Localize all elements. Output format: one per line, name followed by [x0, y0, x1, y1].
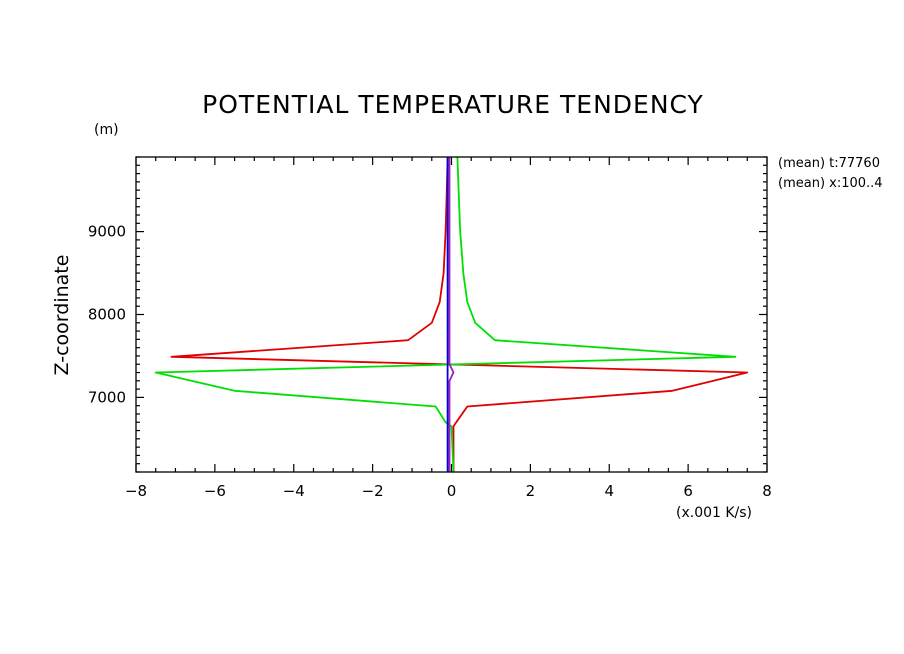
y-tick-label: 9000: [88, 223, 126, 241]
y-axis-label: Z-coordinate: [51, 255, 73, 376]
x-tick-label: 0: [447, 482, 457, 500]
y-tick-label: 8000: [88, 306, 126, 324]
y-tick-label: 7000: [88, 388, 126, 406]
series-line-2: [154, 156, 737, 473]
x-tick-label: −8: [125, 482, 147, 500]
annotation-x-mean: (mean) x:100..4: [778, 176, 883, 191]
x-tick-label: 6: [683, 482, 693, 500]
chart-title: POTENTIAL TEMPERATURE TENDENCY: [202, 90, 704, 119]
x-unit-label: (x.001 K/s): [676, 505, 752, 521]
x-tick-label: −6: [204, 482, 226, 500]
annotation-time-mean: (mean) t:77760: [778, 156, 880, 171]
series-line-1: [170, 156, 749, 472]
series-line-4: [448, 157, 455, 472]
x-tick-label: 2: [526, 482, 536, 500]
x-tick-label: −2: [362, 482, 384, 500]
x-tick-label: 8: [762, 482, 772, 500]
plot-frame: [135, 156, 768, 473]
tick-layer: −8 −6 −4 −2 0 2 4 6 8 7000 8000 9000: [88, 156, 772, 500]
x-tick-label: 4: [604, 482, 614, 500]
series-layer: [154, 156, 749, 473]
x-tick-label: −4: [283, 482, 305, 500]
y-unit-label: (m): [94, 122, 119, 138]
